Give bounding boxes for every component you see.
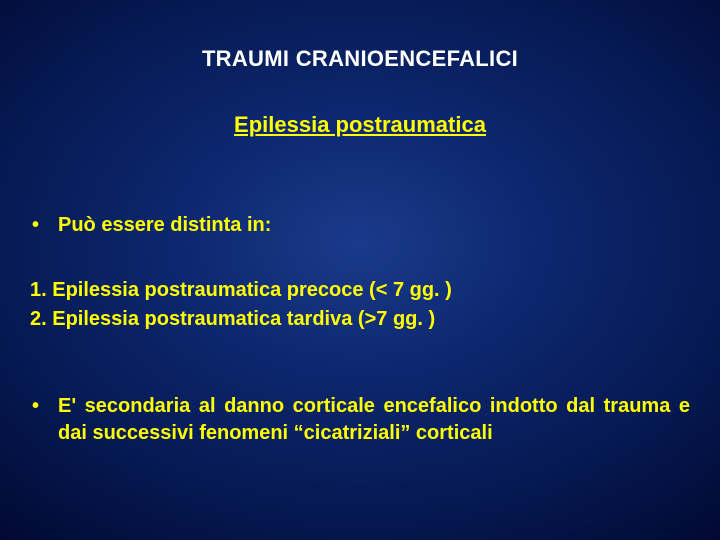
slide-title: TRAUMI CRANIOENCEFALICI (0, 46, 720, 72)
slide-subtitle: Epilessia postraumatica (0, 112, 720, 138)
numbered-item-2: 2. Epilessia postraumatica tardiva (>7 g… (30, 306, 690, 333)
bullet-item: • Può essere distinta in: (30, 212, 690, 239)
bullet-marker: • (30, 393, 58, 420)
bullet-marker: • (30, 212, 58, 239)
bullet-text: Può essere distinta in: (58, 212, 690, 239)
numbered-list: 1. Epilessia postraumatica precoce (< 7 … (30, 277, 690, 333)
bullet-text: E' secondaria al danno corticale encefal… (58, 393, 690, 447)
slide-body: • Può essere distinta in: 1. Epilessia p… (30, 212, 690, 455)
bullet-item: • E' secondaria al danno corticale encef… (30, 393, 690, 447)
numbered-item-1: 1. Epilessia postraumatica precoce (< 7 … (30, 277, 690, 304)
slide: TRAUMI CRANIOENCEFALICI Epilessia postra… (0, 0, 720, 540)
